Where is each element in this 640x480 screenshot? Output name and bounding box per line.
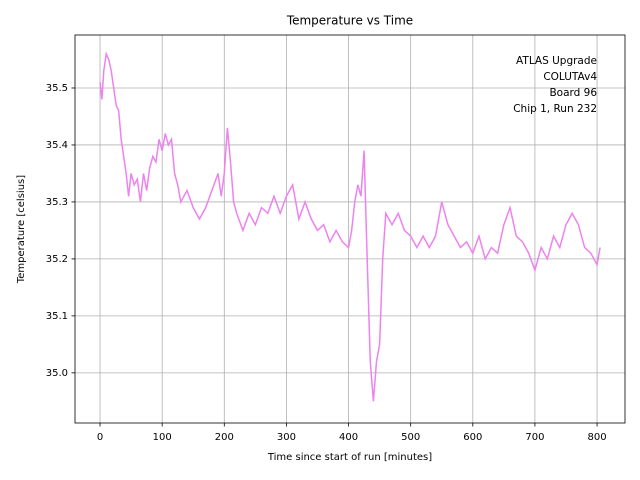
y-tick-label: 35.5 — [46, 83, 68, 94]
x-tick-label: 100 — [153, 432, 172, 443]
x-tick-label: 0 — [97, 432, 103, 443]
y-axis-label: Temperature [celsius] — [16, 175, 27, 284]
x-axis-label: Time since start of run [minutes] — [267, 452, 432, 463]
x-tick-label: 800 — [587, 432, 606, 443]
annotation: COLUTAv4 — [543, 71, 597, 83]
annotation: Board 96 — [549, 87, 597, 99]
y-tick-label: 35.4 — [46, 140, 68, 151]
x-tick-label: 700 — [525, 432, 544, 443]
x-tick-label: 400 — [339, 432, 358, 443]
y-tick-label: 35.3 — [46, 197, 68, 208]
x-tick-label: 600 — [463, 432, 482, 443]
annotation: ATLAS Upgrade — [516, 55, 597, 67]
x-tick-label: 500 — [401, 432, 420, 443]
x-tick-label: 200 — [215, 432, 234, 443]
chart-title: Temperature vs Time — [286, 14, 413, 28]
y-tick-label: 35.2 — [46, 254, 68, 265]
annotation: Chip 1, Run 232 — [513, 103, 597, 115]
y-tick-label: 35.1 — [46, 311, 68, 322]
plot-frame — [74, 34, 626, 424]
y-tick-label: 35.0 — [46, 368, 68, 379]
data-line — [99, 51, 601, 402]
x-tick-label: 300 — [277, 432, 296, 443]
